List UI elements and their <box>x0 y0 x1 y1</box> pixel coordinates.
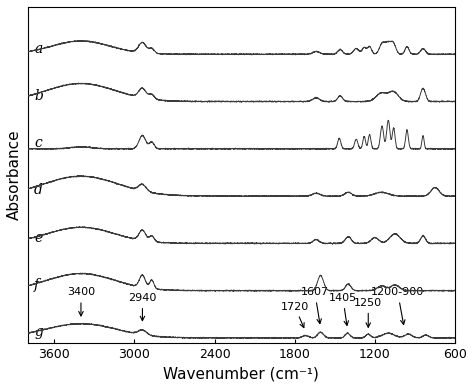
Text: 1405: 1405 <box>329 293 357 326</box>
Text: 1250: 1250 <box>354 298 383 327</box>
Text: g: g <box>34 325 43 339</box>
Text: c: c <box>34 136 42 150</box>
Y-axis label: Absorbance: Absorbance <box>7 130 22 220</box>
X-axis label: Wavenumber (cm⁻¹): Wavenumber (cm⁻¹) <box>164 366 319 381</box>
Text: 2940: 2940 <box>128 293 156 320</box>
Text: f: f <box>34 278 39 292</box>
Text: a: a <box>34 42 43 55</box>
Text: 1607: 1607 <box>301 288 329 324</box>
Text: 3400: 3400 <box>67 288 95 316</box>
Text: e: e <box>34 231 43 245</box>
Text: 1200-900: 1200-900 <box>371 288 424 324</box>
Text: 1720: 1720 <box>281 301 309 327</box>
Text: d: d <box>34 184 43 197</box>
Text: b: b <box>34 89 43 103</box>
